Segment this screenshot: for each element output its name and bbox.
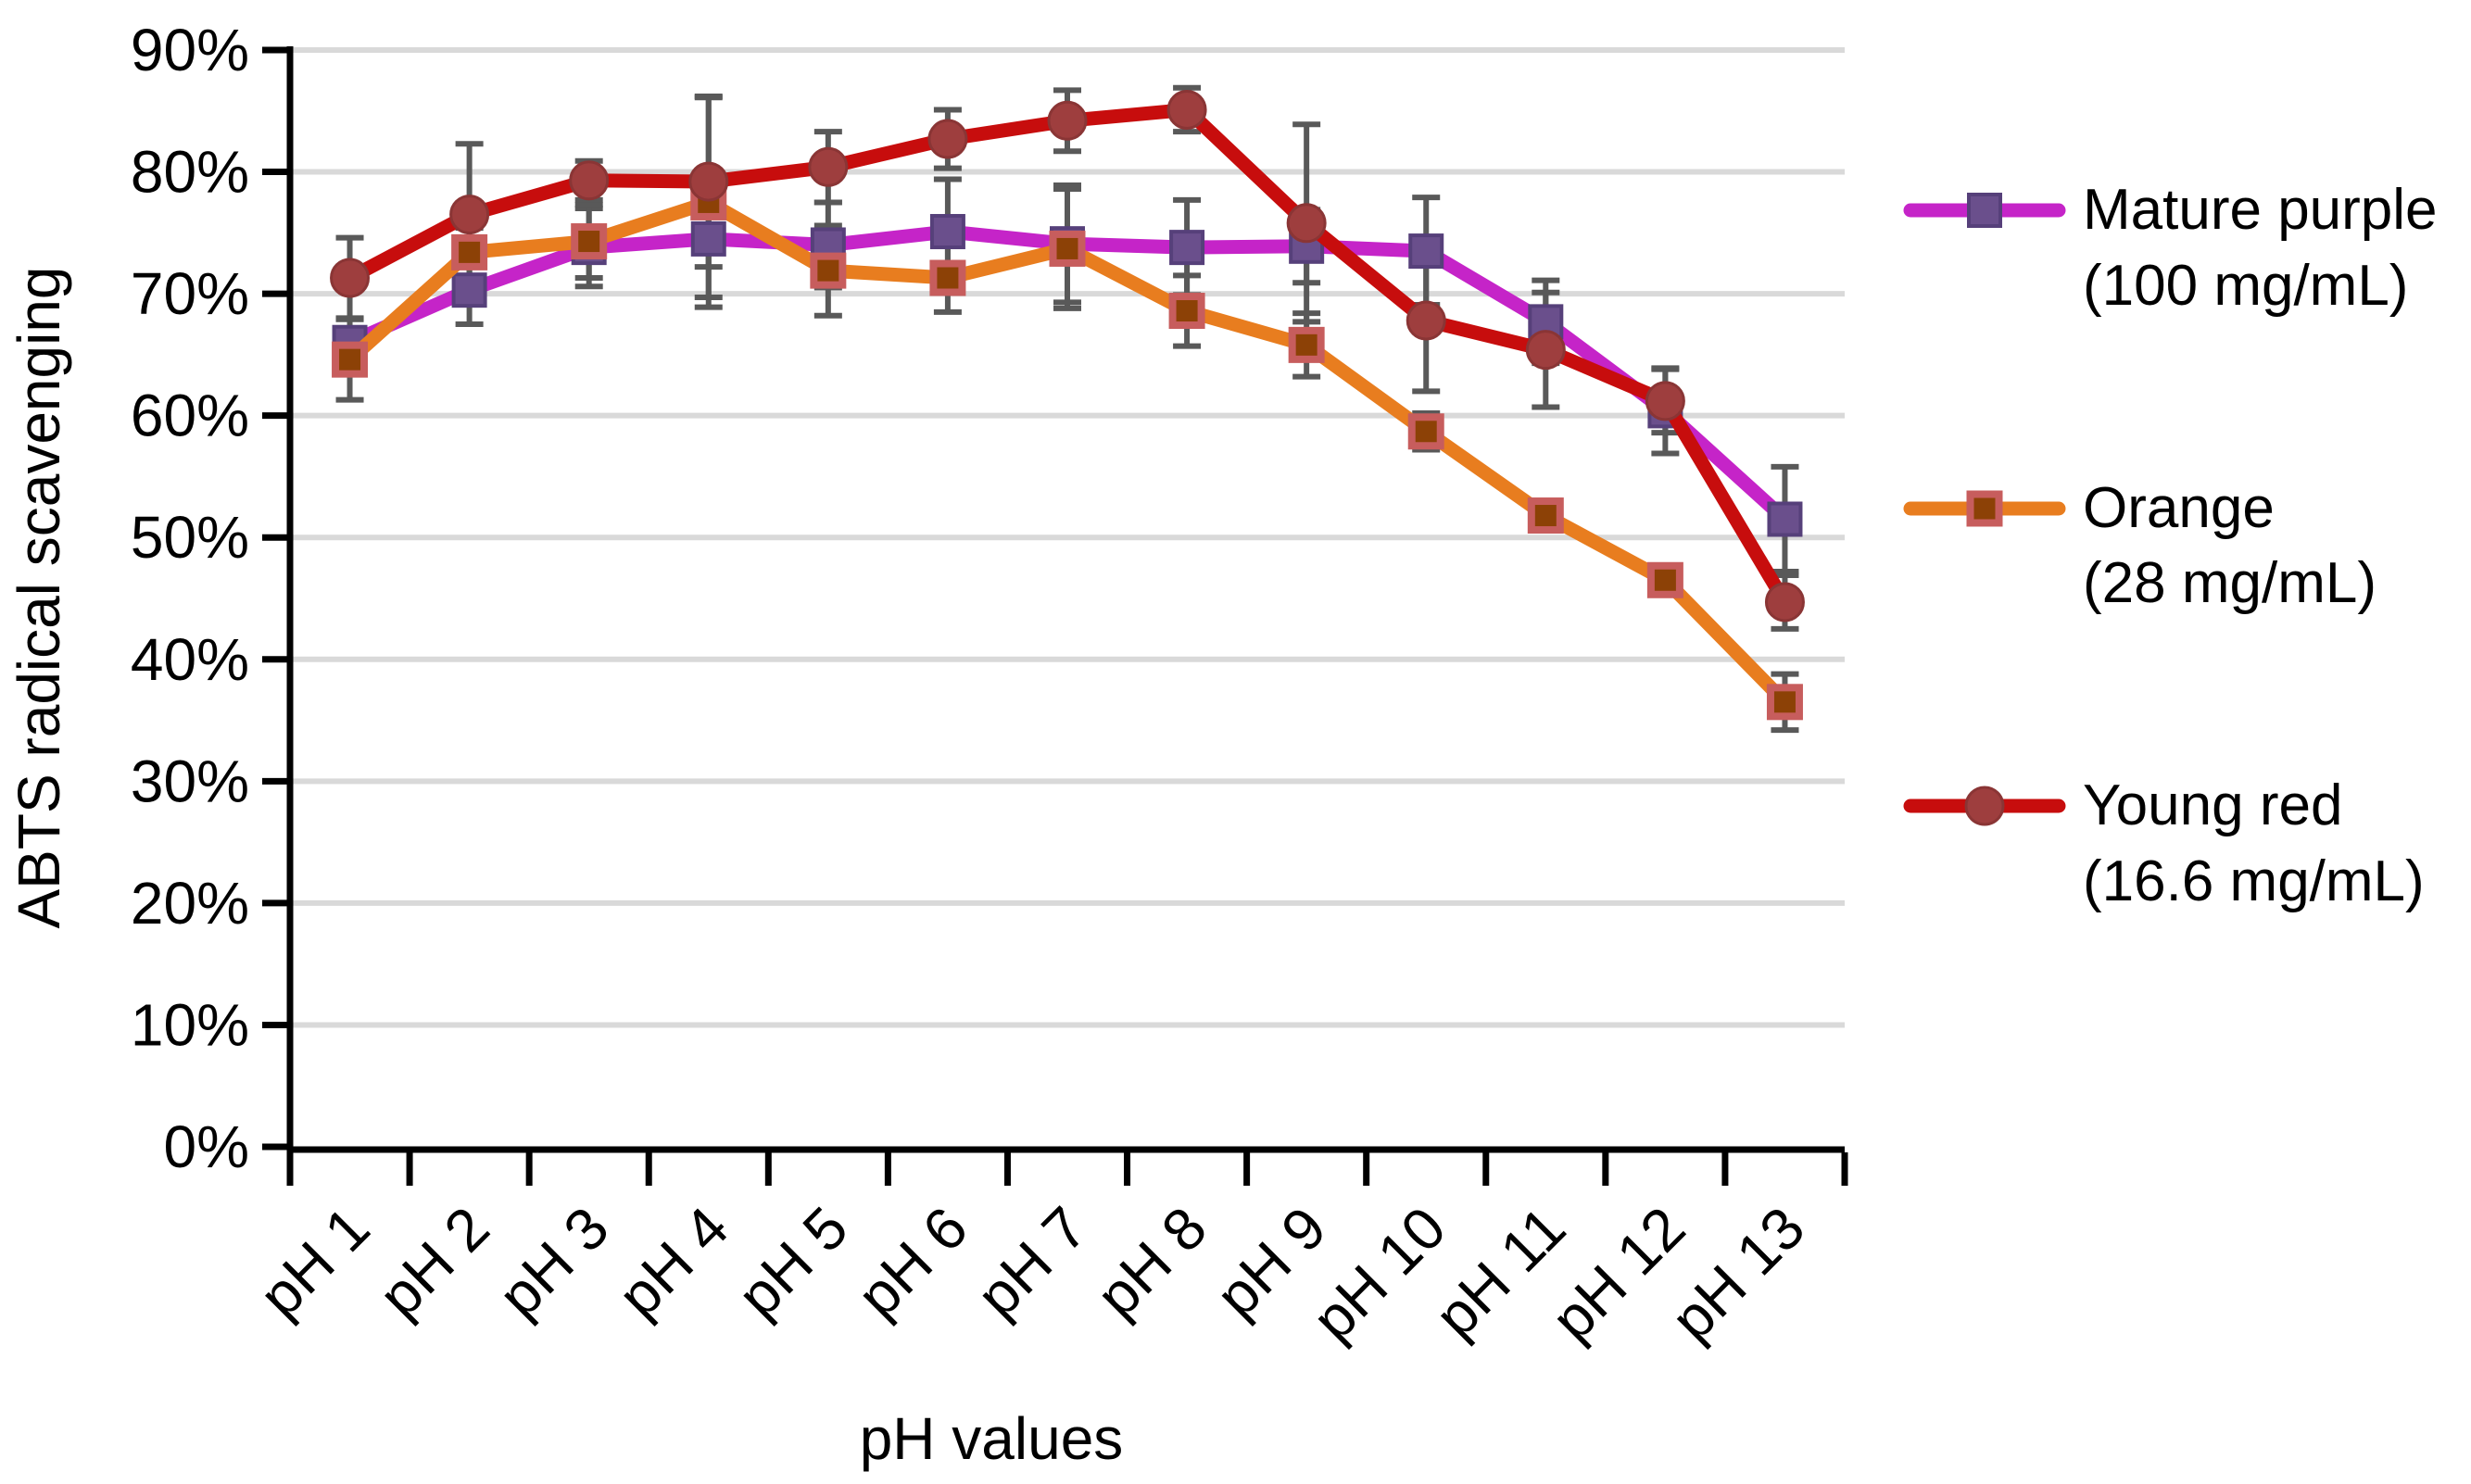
x-tick-label: pH 2 xyxy=(366,1194,502,1330)
x-tick-label: pH 13 xyxy=(1658,1194,1818,1353)
x-tick-label: pH 7 xyxy=(964,1194,1100,1330)
marker-young-red xyxy=(1525,330,1566,371)
marker-mature-purple xyxy=(1767,501,1803,537)
legend-item-orange: Orange (28 mg/mL) xyxy=(1901,471,2438,623)
legend-label: Orange (28 mg/mL) xyxy=(2083,471,2376,623)
marker-young-red xyxy=(569,160,610,201)
x-tick-label: pH 6 xyxy=(844,1194,980,1330)
x-tick-label: pH 8 xyxy=(1083,1194,1219,1330)
marker-young-red xyxy=(330,258,371,298)
marker-orange xyxy=(1407,413,1444,450)
marker-orange xyxy=(332,341,369,378)
marker-young-red xyxy=(1645,381,1685,421)
legend-swatch-mature-purple-icon xyxy=(1903,193,2066,228)
legend-swatch-young-red-icon xyxy=(1903,786,2066,826)
marker-orange xyxy=(1527,497,1564,534)
marker-young-red xyxy=(688,161,729,202)
legend-series-dose: (28 mg/mL) xyxy=(2083,551,2376,616)
marker-orange xyxy=(810,252,847,289)
legend-marker-mature-purple xyxy=(1967,193,2002,228)
legend-label: Mature purple (100 mg/mL) xyxy=(2083,172,2438,324)
y-tick-label: 70% xyxy=(131,260,249,327)
legend-item-young-red: Young red (16.6 mg/mL) xyxy=(1901,768,2438,920)
x-tick-label: pH 5 xyxy=(725,1194,861,1330)
legend-series-name: Mature purple xyxy=(2083,178,2438,242)
marker-orange xyxy=(1766,684,1803,721)
marker-young-red xyxy=(449,195,490,235)
x-tick-label: pH 12 xyxy=(1539,1194,1698,1353)
y-tick-label: 80% xyxy=(131,139,249,206)
x-tick-label: pH 11 xyxy=(1422,1194,1578,1350)
marker-young-red xyxy=(808,146,849,187)
y-tick-label: 30% xyxy=(131,748,249,814)
legend-marker-orange xyxy=(1966,490,2003,527)
marker-orange xyxy=(571,223,608,260)
marker-mature-purple xyxy=(929,214,965,250)
marker-young-red xyxy=(1286,203,1327,244)
legend-label: Young red (16.6 mg/mL) xyxy=(2083,768,2425,920)
marker-young-red xyxy=(1764,582,1805,623)
y-tick-label: 40% xyxy=(131,626,249,693)
marker-young-red xyxy=(927,119,968,159)
legend-series-name: Orange xyxy=(2083,475,2275,540)
marker-mature-purple xyxy=(1169,230,1205,266)
x-tick-label: pH 1 xyxy=(246,1194,383,1330)
marker-mature-purple xyxy=(451,272,487,308)
legend: Mature purple (100 mg/mL) Orange (28 mg/… xyxy=(1901,172,2438,1066)
y-tick-label: 60% xyxy=(131,383,249,449)
marker-young-red xyxy=(1406,300,1446,341)
legend-swatch-orange-icon xyxy=(1903,490,2066,527)
x-tick-label: pH 3 xyxy=(485,1194,622,1330)
y-tick-label: 10% xyxy=(131,991,249,1058)
marker-orange xyxy=(1049,230,1086,267)
marker-mature-purple xyxy=(690,220,726,257)
marker-orange xyxy=(451,233,488,270)
legend-series-dose: (100 mg/mL) xyxy=(2083,253,2409,318)
y-tick-label: 0% xyxy=(164,1113,250,1180)
x-axis-title: pH values xyxy=(859,1405,1124,1472)
y-tick-label: 20% xyxy=(131,870,249,937)
marker-orange xyxy=(1168,293,1205,330)
marker-young-red xyxy=(1166,89,1207,130)
x-tick-label: pH 4 xyxy=(605,1194,741,1330)
y-tick-label: 50% xyxy=(131,504,249,571)
y-axis-title: ABTS radical scavenging xyxy=(6,266,72,929)
y-tick-label: 90% xyxy=(131,17,249,83)
marker-mature-purple xyxy=(1408,233,1444,270)
legend-item-mature-purple: Mature purple (100 mg/mL) xyxy=(1901,172,2438,324)
marker-orange xyxy=(1646,561,1683,598)
legend-series-name: Young red xyxy=(2083,773,2343,838)
x-tick-label: pH 10 xyxy=(1299,1194,1458,1353)
marker-young-red xyxy=(1047,100,1088,141)
marker-orange xyxy=(1288,326,1325,363)
marker-orange xyxy=(929,259,966,296)
legend-marker-young-red xyxy=(1964,786,2005,826)
legend-series-dose: (16.6 mg/mL) xyxy=(2083,849,2425,914)
